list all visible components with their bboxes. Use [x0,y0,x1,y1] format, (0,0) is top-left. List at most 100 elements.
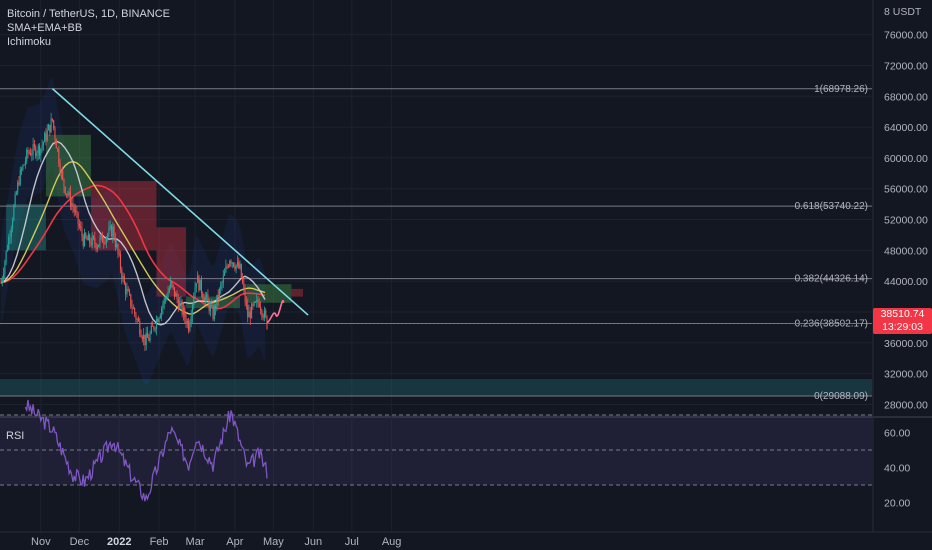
last-price-badge: 38510.74 13:29:03 [873,308,932,334]
time-axis-label: Nov [31,536,51,548]
candle-body [12,220,14,229]
price-axis-label: 64000.00 [884,122,928,134]
time-axis-label: Jul [345,536,359,548]
price-axis-label: 72000.00 [884,60,928,72]
candle-body [86,237,88,241]
candle-body [161,308,163,316]
candle-body [234,266,236,270]
candle-body [64,186,66,194]
candle-body [167,291,169,298]
candle-body [23,164,25,166]
candle-body [116,244,118,247]
candle-body [131,306,133,309]
ichimoku-cloud [90,181,157,251]
candle-body [257,299,259,304]
candle-body [200,279,203,294]
indicator-ichimoku[interactable]: Ichimoku [7,36,52,48]
candle-body [35,146,37,157]
candle-body [218,288,220,300]
candle-body [41,145,43,149]
time-axis-label: Feb [150,536,169,548]
candle-body [51,118,53,121]
rsi-axis-label: 60.00 [884,428,910,440]
last-price-value: 38510.74 [880,308,925,320]
candle-body [104,242,106,244]
candle-body [220,285,222,289]
candle-body [221,282,223,286]
candle-body [56,148,59,150]
candle-body [107,234,109,238]
candle-body [130,294,132,307]
candle-body [82,236,84,246]
time-axis-label: Aug [382,536,402,548]
candle-body [27,149,29,153]
candle-body [6,249,8,251]
rsi-axis-label: 40.00 [884,463,910,475]
candle-body [171,281,173,285]
candle-body [184,308,186,318]
candle-body [159,315,161,319]
candle-body [212,305,214,319]
candle-body [154,328,156,330]
candle-body [173,287,176,297]
candle-body [132,308,134,310]
candle-body [94,237,96,244]
candle-body [155,318,158,329]
candle-body [152,325,154,327]
candle-body [114,238,116,247]
candle-body [137,319,140,322]
candle-body [59,164,61,174]
candle-body [127,289,129,292]
candle-body [193,297,195,306]
fib-level-label: 0.382(44326.14) [795,274,868,285]
candle-body [85,233,87,238]
candle-body [98,244,100,247]
candle-body [195,283,197,288]
candle-body [26,149,28,162]
candle-body [122,276,124,279]
candle-body [194,287,196,298]
candle-body [175,293,177,297]
candle-body [58,149,60,165]
candle-body [101,234,104,243]
candle-body [211,305,213,307]
rsi-label[interactable]: RSI [6,430,25,442]
indicator-sma-ema-bb[interactable]: SMA+EMA+BB [7,22,83,34]
candle-body [189,322,191,331]
candle-body [265,310,267,317]
candle-body [87,234,89,241]
candle-body [166,297,168,299]
candle-body [40,148,42,156]
price-axis-label: 28000.00 [884,399,928,411]
candle-body [177,299,179,309]
candle-body [150,325,152,334]
candle-body [146,332,149,338]
candle-body [67,193,69,195]
projection-path [266,299,285,324]
ma-long-line [0,184,266,310]
candle-body [60,170,62,174]
candle-body [4,261,6,274]
candle-body [247,304,249,318]
candle-body [248,311,250,318]
symbol-title[interactable]: Bitcoin / TetherUS, 1D, BINANCE [7,8,171,20]
candle-body [109,225,111,228]
candle-body [125,284,127,295]
candle-body [222,275,224,283]
candle-body [163,298,165,305]
candle-body [258,303,260,307]
support-zone [0,379,872,397]
candle-body [145,332,147,346]
candle-body [172,284,174,288]
candle-body [253,301,255,306]
candle-body [136,319,138,321]
candle-body [243,283,245,289]
candle-body [3,273,5,279]
candle-body [143,334,145,340]
candle-body [149,333,151,341]
time-axis-label: Jun [304,536,322,548]
candle-body [202,293,204,298]
candle-body [239,263,241,269]
candle-body [37,145,39,154]
